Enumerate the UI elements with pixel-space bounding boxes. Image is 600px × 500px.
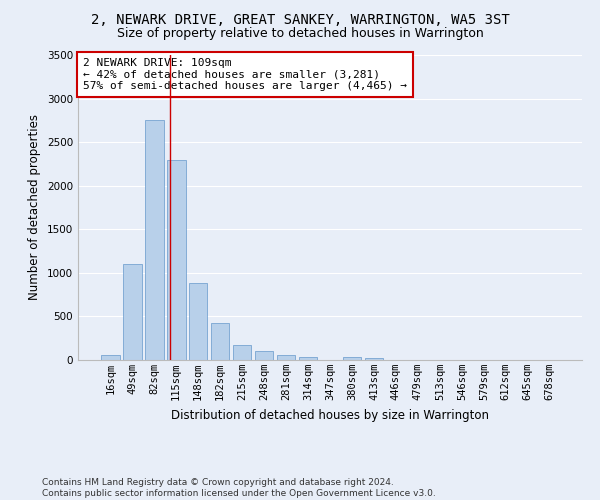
Bar — [365, 358, 383, 360]
X-axis label: Distribution of detached houses by size in Warrington: Distribution of detached houses by size … — [171, 408, 489, 422]
Y-axis label: Number of detached properties: Number of detached properties — [28, 114, 41, 300]
Bar — [343, 356, 361, 360]
Text: 2, NEWARK DRIVE, GREAT SANKEY, WARRINGTON, WA5 3ST: 2, NEWARK DRIVE, GREAT SANKEY, WARRINGTO… — [91, 12, 509, 26]
Bar — [299, 356, 317, 360]
Text: Size of property relative to detached houses in Warrington: Size of property relative to detached ho… — [116, 28, 484, 40]
Bar — [233, 345, 251, 360]
Text: Contains HM Land Registry data © Crown copyright and database right 2024.
Contai: Contains HM Land Registry data © Crown c… — [42, 478, 436, 498]
Text: 2 NEWARK DRIVE: 109sqm
← 42% of detached houses are smaller (3,281)
57% of semi-: 2 NEWARK DRIVE: 109sqm ← 42% of detached… — [83, 58, 407, 91]
Bar — [167, 160, 185, 360]
Bar — [101, 355, 119, 360]
Bar — [255, 352, 274, 360]
Bar — [277, 355, 295, 360]
Bar — [211, 322, 229, 360]
Bar — [145, 120, 164, 360]
Bar — [123, 264, 142, 360]
Bar — [189, 284, 208, 360]
